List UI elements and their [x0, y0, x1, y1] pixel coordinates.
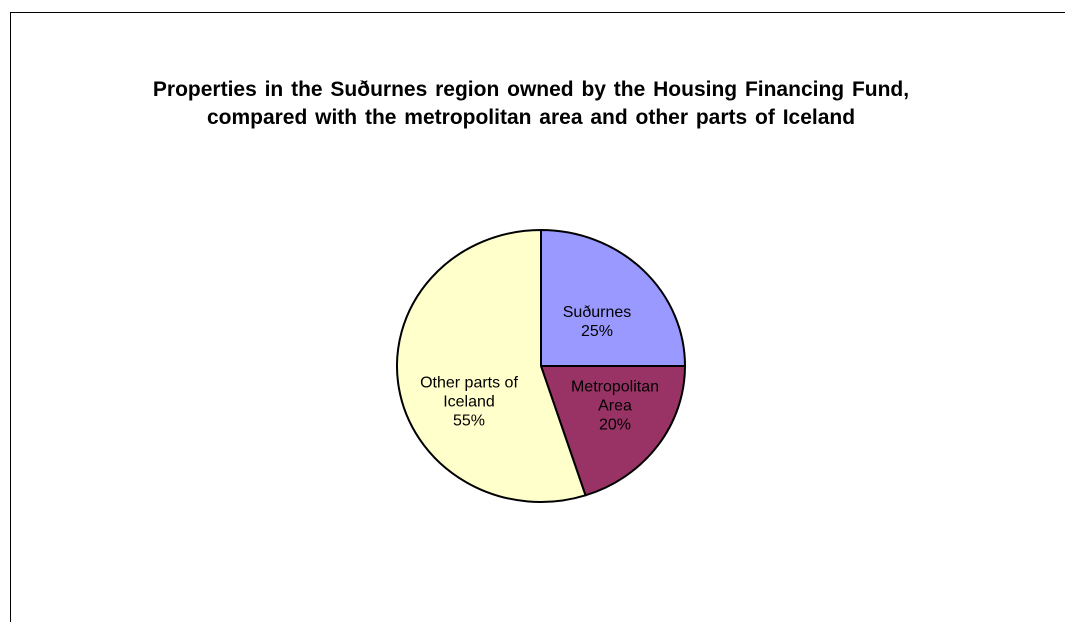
- pie-slice: [540, 365, 686, 497]
- slice-label: Suðurnes 25%: [547, 303, 647, 341]
- pie-slice: [396, 229, 587, 503]
- slice-category: Suðurnes: [562, 304, 632, 321]
- chart-title: Properties in the Suðurnes region owned …: [152, 78, 910, 129]
- slice-value: 20%: [598, 416, 632, 434]
- chart-frame: [10, 12, 1065, 622]
- slice-label: Other parts of Iceland 55%: [402, 374, 537, 431]
- slice-value: 25%: [580, 323, 614, 340]
- pie-slice: [540, 229, 686, 367]
- slice-value: 55%: [452, 412, 486, 430]
- slice-label: Metropolitan Area 20%: [565, 378, 665, 435]
- slice-category: Metropolitan Area: [570, 378, 660, 415]
- slice-category: Other parts of Iceland: [420, 374, 518, 411]
